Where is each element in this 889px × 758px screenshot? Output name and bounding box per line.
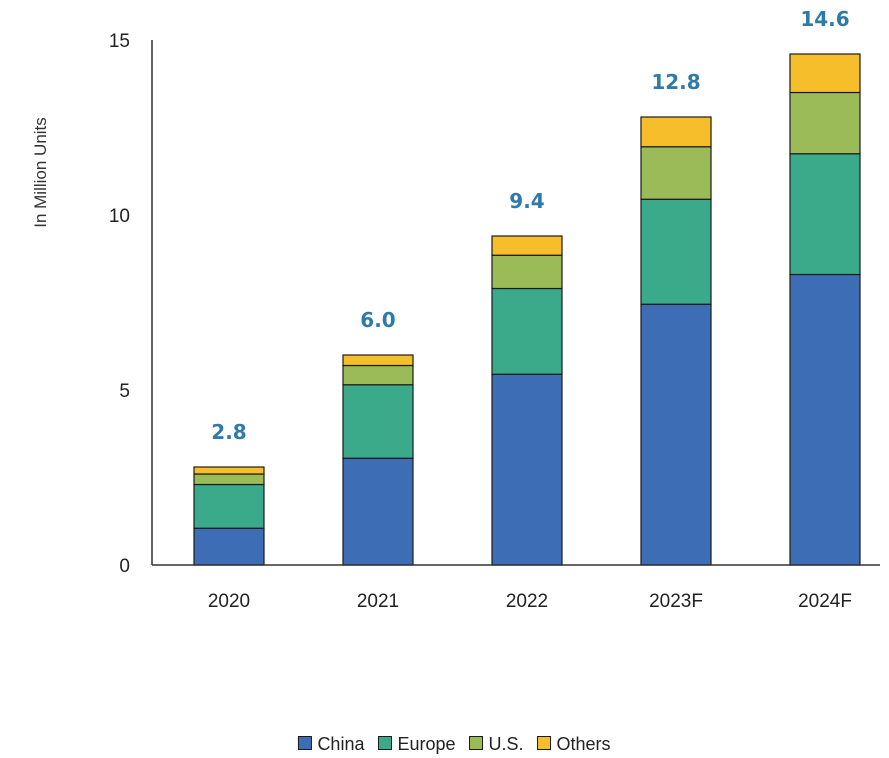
y-tick-label: 15 (109, 31, 130, 52)
legend-label: Others (557, 734, 611, 754)
y-tick-label: 0 (119, 556, 130, 577)
axes (151, 40, 880, 566)
bar-segment-china (491, 373, 563, 566)
bar-segment-us (491, 254, 563, 290)
total-value-label: 9.4 (509, 189, 544, 213)
legend-swatch-others (537, 736, 552, 750)
legend-label: Europe (397, 734, 455, 754)
legend-swatch-us (469, 736, 484, 750)
y-axis-label-group: In Million Units (31, 117, 50, 228)
bar-segment-others (789, 53, 861, 94)
total-value-label: 6.0 (360, 308, 395, 332)
x-tick-label: 2023F (649, 591, 703, 612)
legend-swatch-europe (377, 736, 392, 750)
bar-segment-europe (640, 198, 712, 305)
bar-segment-europe (789, 153, 861, 276)
bar-segment-china (193, 527, 265, 566)
total-labels: 2.8 6.0 9.4 12.8 14.6 (211, 7, 849, 444)
legend-label: China (317, 734, 365, 754)
bar-segment-china (342, 457, 414, 566)
bar-segment-us (640, 146, 712, 200)
x-tick-label: 2024F (798, 591, 852, 612)
bar-segment-others (342, 354, 414, 367)
bar-segment-china (640, 303, 712, 566)
bar-segment-europe (491, 287, 563, 375)
x-tick-label: 2022 (506, 591, 548, 612)
bar-segment-europe (193, 483, 265, 529)
bar-segment-us (193, 473, 265, 486)
bar-segment-us (342, 364, 414, 386)
y-axis-label: In Million Units (31, 117, 50, 228)
y-axis-ticks: 0 5 10 15 (109, 31, 130, 577)
total-value-label: 14.6 (800, 7, 849, 31)
bar-segment-others (640, 116, 712, 148)
x-axis-ticks: 2020 2021 2022 2023F 2024F (208, 591, 852, 612)
bar-segment-europe (342, 384, 414, 459)
bar-segment-us (789, 91, 861, 155)
total-value-label: 12.8 (651, 70, 700, 94)
y-tick-label: 10 (109, 206, 130, 227)
x-tick-label: 2020 (208, 591, 250, 612)
x-tick-label: 2021 (357, 591, 399, 612)
bar-segment-china (789, 273, 861, 566)
bar-segment-others (193, 466, 265, 475)
bar-segment-others (491, 235, 563, 256)
legend-label: U.S. (489, 734, 524, 754)
y-tick-label: 5 (119, 381, 130, 402)
total-value-label: 2.8 (211, 420, 246, 444)
legend-swatch-china (297, 736, 312, 750)
bars (193, 53, 861, 566)
legend: China Europe U.S. Others (297, 734, 611, 754)
